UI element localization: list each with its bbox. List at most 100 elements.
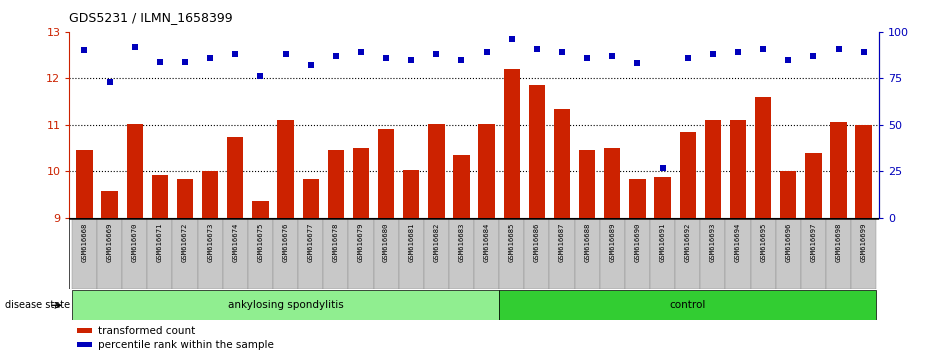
Point — [454, 57, 469, 63]
Text: GSM616668: GSM616668 — [81, 222, 88, 262]
Point — [630, 61, 645, 66]
Bar — [76, 150, 93, 218]
Bar — [298, 219, 323, 289]
Text: GSM616690: GSM616690 — [635, 222, 640, 262]
Bar — [856, 125, 872, 218]
Point — [328, 53, 343, 59]
Point — [605, 53, 620, 59]
Text: GSM616694: GSM616694 — [735, 222, 741, 262]
Bar — [302, 179, 319, 218]
Bar — [604, 148, 621, 218]
Bar — [72, 219, 97, 289]
Bar — [675, 219, 700, 289]
Bar — [705, 120, 721, 218]
Bar — [72, 290, 500, 320]
Text: GSM616685: GSM616685 — [509, 222, 515, 262]
Bar — [500, 219, 524, 289]
Point — [228, 51, 242, 57]
Bar — [78, 327, 92, 333]
Bar — [223, 219, 248, 289]
Bar — [399, 219, 424, 289]
Point — [781, 57, 796, 63]
Text: GSM616691: GSM616691 — [660, 222, 666, 262]
Bar — [102, 191, 117, 218]
Text: GSM616693: GSM616693 — [709, 222, 716, 262]
Point — [580, 55, 595, 61]
Bar — [349, 219, 374, 289]
Bar — [831, 122, 846, 218]
Point — [832, 46, 846, 51]
Point — [77, 47, 92, 53]
Text: GSM616672: GSM616672 — [182, 222, 188, 262]
Bar — [851, 219, 876, 289]
Text: GSM616684: GSM616684 — [484, 222, 489, 262]
Text: GDS5231 / ILMN_1658399: GDS5231 / ILMN_1658399 — [69, 11, 233, 24]
Bar — [478, 124, 495, 218]
Point — [353, 50, 368, 55]
Point — [706, 51, 721, 57]
Bar — [177, 179, 193, 218]
Bar — [172, 219, 198, 289]
Bar — [826, 219, 851, 289]
Bar — [599, 219, 625, 289]
Point — [153, 59, 167, 64]
Text: GSM616676: GSM616676 — [282, 222, 289, 262]
Text: ankylosing spondylitis: ankylosing spondylitis — [228, 300, 343, 310]
Bar — [327, 150, 344, 218]
Bar — [378, 130, 394, 218]
Point — [429, 51, 444, 57]
Bar — [750, 219, 776, 289]
Text: GSM616692: GSM616692 — [684, 222, 691, 262]
Point — [731, 50, 746, 55]
Text: GSM616681: GSM616681 — [408, 222, 414, 262]
Bar — [524, 219, 549, 289]
Text: GSM616698: GSM616698 — [835, 222, 842, 262]
Bar — [725, 219, 750, 289]
Text: GSM616674: GSM616674 — [232, 222, 239, 262]
Bar — [776, 219, 801, 289]
Text: GSM616675: GSM616675 — [257, 222, 264, 262]
Bar — [147, 219, 172, 289]
Text: GSM616689: GSM616689 — [610, 222, 615, 262]
Bar — [127, 124, 142, 218]
Point — [404, 57, 419, 63]
Bar — [474, 219, 500, 289]
Text: GSM616696: GSM616696 — [785, 222, 791, 262]
Bar — [574, 219, 599, 289]
Point — [806, 53, 820, 59]
Bar — [403, 170, 419, 218]
Point — [253, 74, 268, 79]
Bar — [278, 120, 294, 218]
Bar — [248, 219, 273, 289]
Bar — [654, 177, 671, 218]
Bar — [650, 219, 675, 289]
Bar — [500, 290, 876, 320]
Text: GSM616686: GSM616686 — [534, 222, 540, 262]
Text: GSM616682: GSM616682 — [433, 222, 439, 262]
Bar — [549, 219, 574, 289]
Bar — [579, 150, 596, 218]
Point — [555, 50, 570, 55]
Point — [303, 62, 318, 68]
Bar — [801, 219, 826, 289]
Bar — [198, 219, 223, 289]
Bar — [449, 219, 474, 289]
Bar — [78, 342, 92, 347]
Text: GSM616673: GSM616673 — [207, 222, 213, 262]
Text: GSM616697: GSM616697 — [810, 222, 817, 262]
Point — [655, 165, 670, 170]
Text: GSM616695: GSM616695 — [760, 222, 766, 262]
Point — [203, 55, 217, 61]
Text: GSM616670: GSM616670 — [131, 222, 138, 262]
Point — [529, 46, 544, 51]
Text: GSM616669: GSM616669 — [106, 222, 113, 262]
Bar — [228, 137, 243, 218]
Bar — [122, 219, 147, 289]
Bar — [806, 153, 821, 218]
Text: GSM616679: GSM616679 — [358, 222, 364, 262]
Text: disease state: disease state — [5, 300, 69, 310]
Bar — [625, 219, 650, 289]
Text: percentile rank within the sample: percentile rank within the sample — [98, 340, 274, 350]
Bar — [97, 219, 122, 289]
Bar — [352, 148, 369, 218]
